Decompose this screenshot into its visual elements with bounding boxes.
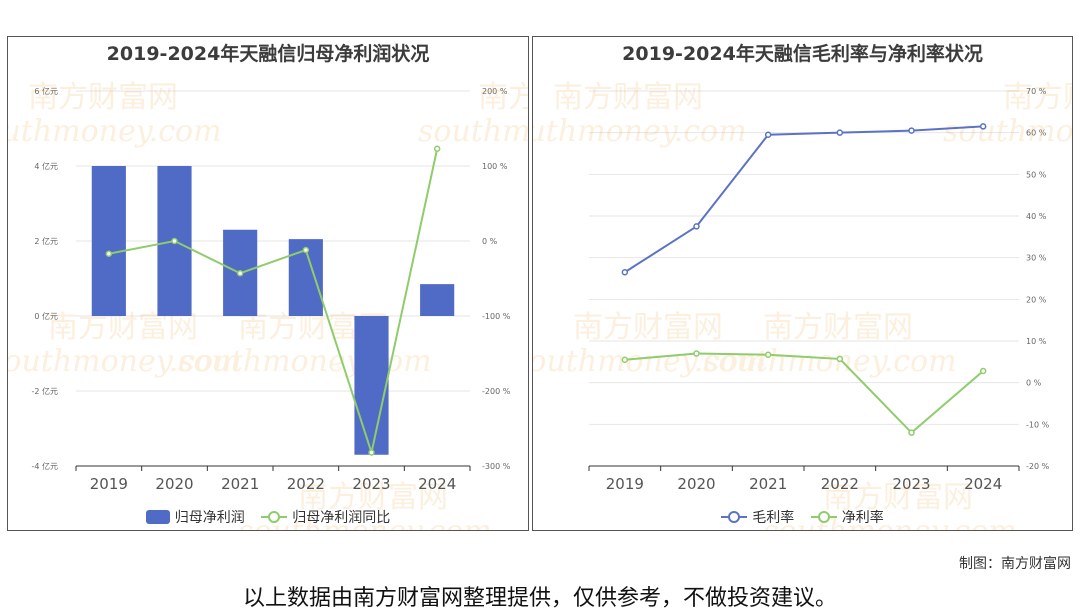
chart-panel-margins: 2019-2024年天融信毛利率与净利率状况 -20 % -10 % 0 % 10 %… <box>532 36 1073 531</box>
y-tick-label: 30 % <box>1026 254 1047 263</box>
watermark: 南方财富网southmoney.com南方财富网southmoney.com南方… <box>533 80 1073 530</box>
watermark-text: southmoney.com <box>943 114 1073 149</box>
x-tick-label: 2020 <box>677 475 715 493</box>
watermark-text: 南方财富网 <box>478 80 529 115</box>
chart-credit: 制图：南方财富网 <box>959 556 1071 572</box>
series-line <box>108 148 439 457</box>
chart-panel-net-profit: 2019-2024年天融信归母净利润状况 -4 亿元 -300 % -2 亿元 -20… <box>7 36 529 531</box>
legend-item-net-profit-yoy[interactable]: 归母净利润同比 <box>261 507 390 527</box>
legend-label: 归母净利润 <box>174 510 245 526</box>
y-tick-label: 200 % <box>482 87 508 96</box>
watermark-text: southmoney.com <box>418 114 529 149</box>
bar <box>354 316 389 455</box>
series-line <box>624 125 984 274</box>
data-point <box>908 429 915 436</box>
data-point <box>236 270 244 277</box>
series-line <box>624 352 984 435</box>
legend-swatch-line <box>261 510 288 524</box>
data-point <box>621 356 629 363</box>
legend-swatch-bar <box>145 510 170 524</box>
net-profit-chart: -4 亿元 -300 % -2 亿元 -200 % 0 亿元 -100 % 2 亿元 0 % 4… <box>8 80 529 530</box>
chart-legend: 毛利率 净利率 <box>533 507 1072 528</box>
bar <box>91 166 126 316</box>
y-tick-label: -10 % <box>1026 420 1050 429</box>
chart-title: 2019-2024年天融信毛利率与净利率状况 <box>622 43 983 65</box>
y-tick-label: -300 % <box>482 462 511 471</box>
legend-label: 净利率 <box>841 510 884 526</box>
chart-title: 2019-2024年天融信归母净利润状况 <box>106 43 430 65</box>
data-point <box>433 145 441 152</box>
disclaimer-text: 以上数据由南方财富网整理提供，仅供参考，不做投资建议。 <box>242 586 837 611</box>
data-point <box>836 129 844 136</box>
legend-label: 归母净利润同比 <box>292 510 391 526</box>
y-tick-label: 0 % <box>482 237 498 246</box>
watermark-text: southmoney.com <box>703 344 957 379</box>
data-point <box>836 355 844 363</box>
data-point <box>764 131 772 138</box>
x-tick-label: 2023 <box>892 475 930 493</box>
data-point <box>302 246 310 254</box>
data-point <box>693 223 700 230</box>
chart-legend: 归母净利润 归母净利润同比 <box>8 507 528 528</box>
y-tick-label: 60 % <box>1026 129 1047 138</box>
y-tick-label: 20 % <box>1026 295 1047 304</box>
y-tick-label: 6 亿元 <box>34 86 58 96</box>
y-tick-label: -20 % <box>1026 462 1050 471</box>
watermark-text: 南方财富网 <box>573 310 723 345</box>
x-tick-label: 2019 <box>90 475 128 493</box>
y-tick-label: -200 % <box>482 387 511 396</box>
bar <box>420 284 455 316</box>
y-tick-label: 100 % <box>482 162 508 171</box>
data-point <box>908 127 915 134</box>
x-tick-label: 2022 <box>287 475 325 493</box>
x-tick-label: 2024 <box>964 475 1002 493</box>
y-tick-label: -2 亿元 <box>31 386 58 396</box>
watermark-text: southmoney.com <box>533 344 767 379</box>
legend-swatch-line <box>810 510 837 524</box>
x-tick-label: 2020 <box>155 475 193 493</box>
y-tick-label: 2 亿元 <box>34 236 58 246</box>
legend-item-net-profit[interactable]: 归母净利润 <box>145 507 245 527</box>
y-tick-label: 50 % <box>1026 170 1047 179</box>
data-point <box>979 367 987 375</box>
watermark-text: 南方财富网 <box>553 80 703 115</box>
y-tick-label: 40 % <box>1026 212 1047 221</box>
legend-item-net-margin[interactable]: 净利率 <box>810 507 884 527</box>
data-point <box>368 449 375 456</box>
x-tick-label: 2022 <box>821 475 859 493</box>
data-point <box>764 351 772 358</box>
y-tick-label: -4 亿元 <box>31 461 58 471</box>
x-tick-label: 2024 <box>418 475 456 493</box>
y-tick-label: 0 亿元 <box>34 311 58 321</box>
data-point <box>621 269 629 276</box>
x-tick-label: 2021 <box>221 475 259 493</box>
legend-swatch-line <box>721 510 748 524</box>
margin-chart: -20 % -10 % 0 % 10 % 20 % 30 % 40 % 50 % 60 % 70 … <box>533 80 1073 530</box>
legend-label: 毛利率 <box>752 510 795 526</box>
y-tick-label: -100 % <box>482 312 511 321</box>
y-tick-label: 70 % <box>1026 87 1047 96</box>
data-point <box>105 250 113 257</box>
x-tick-label: 2023 <box>352 475 390 493</box>
y-tick-label: 4 亿元 <box>34 161 58 171</box>
data-point <box>171 237 178 245</box>
watermark-text: 南方财富网 <box>763 310 913 345</box>
x-tick-label: 2021 <box>749 475 787 493</box>
watermark-text: 南方财富网 <box>1003 80 1073 115</box>
y-tick-label: 10 % <box>1026 337 1047 346</box>
watermark-text: southmoney.com <box>8 114 222 149</box>
data-point <box>979 123 987 130</box>
watermark-text: 南方财富网 <box>28 80 178 115</box>
watermark-text: southmoney.com <box>8 344 242 379</box>
legend-item-gross-margin[interactable]: 毛利率 <box>721 507 794 527</box>
watermark-text: southmoney.com <box>533 114 747 149</box>
y-tick-label: 0 % <box>1026 379 1042 388</box>
data-point <box>693 350 700 357</box>
x-tick-label: 2019 <box>606 475 644 493</box>
